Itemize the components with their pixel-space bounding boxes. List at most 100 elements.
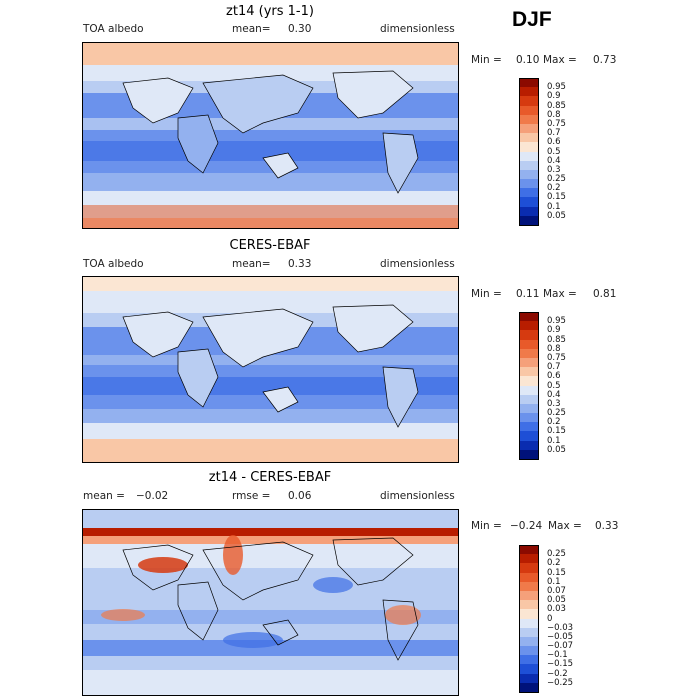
colorbar-tick-label: 0.25: [547, 174, 566, 185]
colorbar-tick-label: 0.75: [547, 118, 566, 129]
variable-label-model: TOA albedo: [83, 23, 144, 35]
colorbar-swatch: [519, 618, 539, 629]
colorbar-swatch: [519, 646, 539, 656]
colorbar-tick-label: 0.6: [547, 137, 561, 148]
colorbar-tick-label: 0.25: [547, 549, 566, 560]
mean-value-obs: 0.33: [288, 258, 312, 270]
map-model-field: [83, 43, 458, 228]
colorbar-swatch: [519, 609, 539, 619]
colorbar-swatch: [519, 367, 539, 377]
colorbar-tick-label: −0.15: [547, 659, 574, 670]
colorbar-swatch: [519, 655, 539, 665]
colorbar-obs: 0.95 0.9 0.85 0.8 0.75 0.7 0.6 0.5 0.4 0.3 0.25 0.2…: [519, 312, 566, 460]
rmse-value-diff: 0.06: [288, 490, 312, 502]
colorbar-swatch: [519, 330, 539, 341]
colorbar-tick-label: 0.95: [547, 316, 566, 327]
colorbar-swatch: [519, 114, 539, 125]
colorbar-tick-label: 0.05: [547, 210, 566, 221]
colorbar-swatch: [519, 123, 539, 134]
colorbar-swatch: [519, 673, 539, 684]
colorbar-tick-label: 0.85: [547, 100, 566, 111]
colorbar-tick-label: 0.05: [547, 595, 566, 606]
colorbar-swatch: [519, 440, 539, 451]
colorbar-tick-label: 0.4: [547, 389, 561, 400]
colorbar-swatch: [519, 376, 539, 386]
units-label-diff: dimensionless: [380, 490, 455, 502]
colorbar-swatch: [519, 339, 539, 350]
colorbar-tick-label: 0.05: [547, 444, 566, 455]
colorbar-swatch: [519, 169, 539, 180]
colorbar-swatch: [519, 581, 539, 592]
min-label-obs: Min =: [471, 288, 502, 300]
panel-title-model: zt14 (yrs 1-1): [226, 4, 314, 19]
colorbar-swatch: [519, 357, 539, 368]
colorbar-tick-label: 0.8: [547, 109, 561, 120]
colorbar-tick-label: 0.9: [547, 91, 561, 102]
min-label-diff: Min =: [471, 520, 502, 532]
colorbar-tick-label: 0.1: [547, 576, 561, 587]
colorbar-tick-label: 0.3: [547, 398, 561, 409]
mean-value-model: 0.30: [288, 23, 312, 35]
colorbar-swatch: [519, 160, 539, 171]
units-label-obs: dimensionless: [380, 258, 455, 270]
colorbar-swatch: [519, 554, 539, 564]
colorbar-tick-label: 0.2: [547, 183, 561, 194]
colorbar-tick-label: −0.05: [547, 631, 574, 642]
colorbar-swatch: [519, 197, 539, 208]
max-value-obs: 0.81: [593, 288, 617, 300]
colorbar-tick-label: 0.8: [547, 343, 561, 354]
colorbar-tick-label: 0.1: [547, 201, 561, 212]
mean-label-obs: mean=: [232, 258, 271, 270]
min-label-model: Min =: [471, 54, 502, 66]
colorbar-tick-label: −0.25: [547, 677, 574, 688]
colorbar-tick-label: 0.15: [547, 192, 566, 203]
colorbar-model: 0.95 0.9 0.85 0.8 0.75 0.7 0.6 0.5 0.4 0.3 0.25 0.2…: [519, 78, 566, 226]
units-label-model: dimensionless: [380, 23, 455, 35]
max-value-model: 0.73: [593, 54, 617, 66]
max-label-diff: Max =: [548, 520, 582, 532]
colorbar-swatch: [519, 422, 539, 432]
max-label-obs: Max =: [543, 288, 577, 300]
colorbar-swatch: [519, 627, 539, 638]
colorbar-tick-label: 0.15: [547, 567, 566, 578]
colorbar-swatch: [519, 431, 539, 442]
colorbar-swatch: [519, 206, 539, 217]
colorbar-swatch: [519, 682, 539, 693]
colorbar-swatch: [519, 600, 539, 610]
season-label: DJF: [512, 8, 552, 31]
colorbar-tick-label: 0.5: [547, 146, 561, 157]
mean-value-diff: −0.02: [136, 490, 169, 502]
max-label-model: Max =: [543, 54, 577, 66]
colorbar-tick-label: 0.9: [547, 325, 561, 336]
colorbar-tick-label: 0: [547, 613, 553, 624]
colorbar-tick-label: 0.75: [547, 352, 566, 363]
colorbar-swatch: [519, 394, 539, 405]
colorbar-swatch: [519, 96, 539, 107]
colorbar-swatch: [519, 590, 539, 601]
colorbar-swatch: [519, 664, 539, 675]
min-value-diff: −0.24: [510, 520, 543, 532]
colorbar-tick-label: 0.7: [547, 128, 561, 139]
colorbar-tick-label: −0.03: [547, 622, 574, 633]
colorbar-tick-label: 0.6: [547, 371, 561, 382]
colorbar-swatch: [519, 385, 539, 396]
min-value-obs: 0.11: [516, 288, 540, 300]
max-value-diff: 0.33: [595, 520, 619, 532]
variable-label-obs: TOA albedo: [83, 258, 144, 270]
colorbar-swatch: [519, 151, 539, 162]
colorbar-swatch: [519, 545, 539, 555]
colorbar-tick-label: 0.85: [547, 334, 566, 345]
colorbar-tick-label: 0.4: [547, 155, 561, 166]
colorbar-swatch: [519, 78, 539, 88]
colorbar-swatch: [519, 413, 539, 423]
map-obs-field: [83, 277, 458, 462]
colorbar-swatch: [519, 321, 539, 331]
colorbar-swatch: [519, 348, 539, 359]
colorbar-swatch: [519, 188, 539, 198]
rmse-label-diff: rmse =: [232, 490, 271, 502]
colorbar-tick-label: 0.5: [547, 380, 561, 391]
colorbar-diff: 0.25 0.2 0.15 0.1 0.07 0.05 0.03 0 −0.03 −0.05 −0.…: [519, 545, 573, 693]
panel-title-obs: CERES-EBAF: [229, 238, 311, 253]
map-obs: [82, 276, 459, 463]
colorbar-swatch: [519, 133, 539, 143]
